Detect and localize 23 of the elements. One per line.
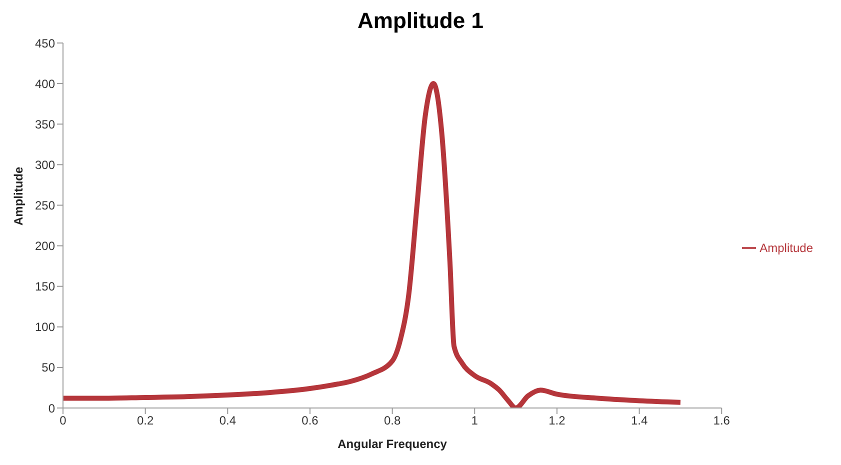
y-axis-title: Amplitude bbox=[11, 166, 26, 226]
y-tick-label: 450 bbox=[34, 36, 56, 50]
y-tick-label: 400 bbox=[34, 76, 56, 91]
x-tick-label: 0.6 bbox=[302, 414, 319, 428]
x-tick-label: 0.4 bbox=[219, 414, 236, 428]
y-tick-label: 350 bbox=[34, 117, 56, 132]
y-tick-label: 150 bbox=[34, 280, 56, 294]
x-tick-label: 0.2 bbox=[136, 414, 154, 428]
x-tick-label: 0 bbox=[60, 414, 67, 428]
x-tick-label: 1.6 bbox=[713, 414, 730, 428]
y-tick-label: 250 bbox=[34, 198, 56, 212]
y-tick-label: 300 bbox=[34, 158, 56, 172]
x-tick-label: 1 bbox=[471, 414, 478, 428]
x-tick-label: 1.4 bbox=[630, 414, 648, 428]
x-tick-label: 0.8 bbox=[384, 414, 401, 428]
y-tick-label: 0 bbox=[48, 401, 56, 416]
x-tick-label: 1.2 bbox=[548, 414, 566, 428]
y-tick-label: 200 bbox=[34, 239, 56, 254]
x-axis-title: Angular Frequency bbox=[338, 437, 448, 451]
legend-label: Amplitude bbox=[760, 240, 813, 255]
y-tick-label: 50 bbox=[42, 360, 56, 375]
y-tick-label: 100 bbox=[34, 320, 56, 334]
chart-title: Amplitude 1 bbox=[356, 8, 484, 35]
